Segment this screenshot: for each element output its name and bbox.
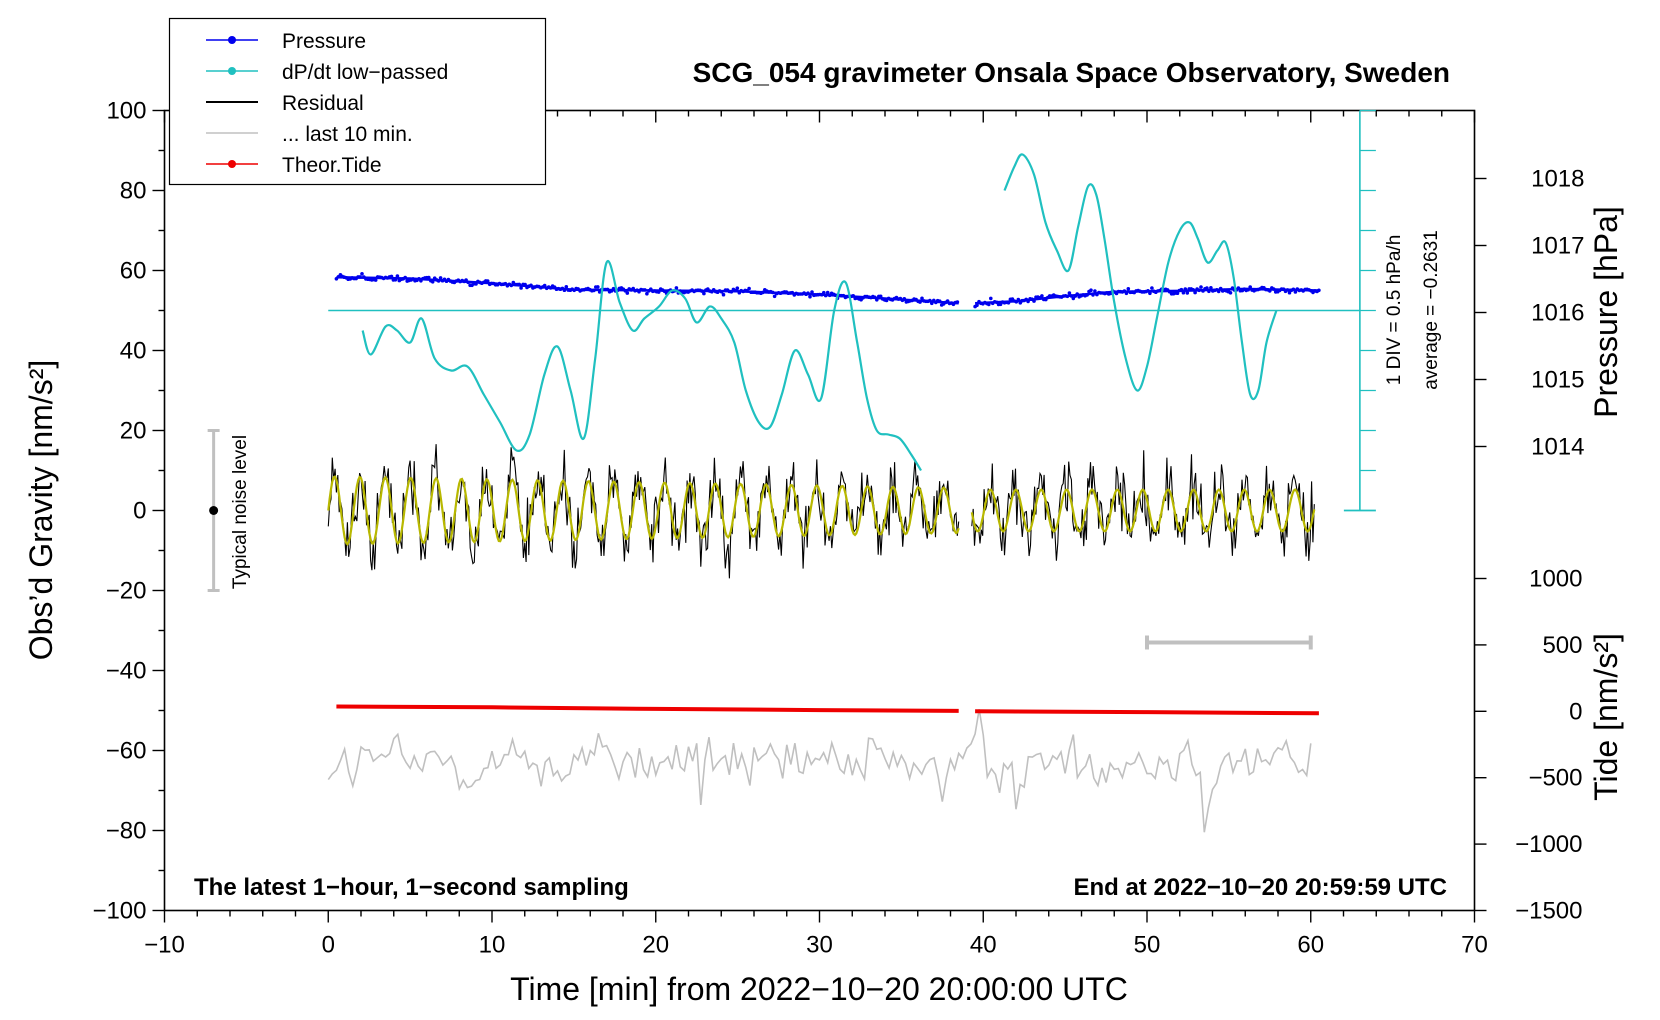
x-tick-label: 10 (479, 932, 506, 959)
series-residual-lowpass (970, 488, 1316, 533)
pressure-point (825, 290, 830, 295)
pressure-tick-label: 1016 (1531, 300, 1584, 327)
x-tick-label: 20 (642, 932, 669, 959)
pressure-point (625, 291, 630, 295)
pressure-point (989, 296, 993, 301)
note-sampling: The latest 1−hour, 1−second sampling (194, 874, 629, 901)
note-end-time: End at 2022−10−20 20:59:59 UTC (1073, 874, 1447, 901)
pressure-point (920, 296, 924, 301)
pressure-point (702, 291, 706, 296)
pressure-point (808, 294, 812, 299)
pressure-point (519, 286, 523, 290)
pressure-point (1287, 290, 1292, 295)
pressure-point (1150, 286, 1154, 290)
legend-label-dpdt: dP/dt low−passed (282, 61, 448, 84)
pressure-point (810, 290, 814, 294)
pressure-point (1228, 291, 1233, 295)
noise-bar-center (209, 506, 219, 515)
pressure-point (1126, 287, 1131, 291)
y-tick-label: −40 (106, 658, 147, 685)
series-pressure (973, 285, 1321, 309)
legend-label-pressure: Pressure (282, 30, 366, 53)
y-tick-label: 0 (133, 498, 146, 525)
pressure-point (747, 286, 751, 291)
pressure-point (735, 286, 740, 291)
pressure-point (772, 294, 777, 299)
legend-marker (228, 67, 236, 75)
noise-level-label: Typical noise level (230, 435, 251, 589)
pressure-point (1089, 288, 1093, 293)
x-axis-ticks: −10 0 10 20 30 40 50 60 70 (144, 110, 1488, 959)
y-tick-label: −80 (106, 818, 147, 845)
series-theor-tide (975, 709, 1319, 716)
y-axis-title-left: Obs’d Gravity [nm/s²] (23, 360, 59, 661)
pressure-point (1093, 289, 1097, 293)
series-layer (327, 153, 1321, 833)
x-tick-label: 70 (1461, 932, 1488, 959)
series-theor-tide (336, 704, 959, 713)
tide-tick-label: 500 (1542, 632, 1582, 659)
y-tick-label: −60 (106, 738, 147, 765)
x-tick-label: 40 (970, 932, 997, 959)
y-tick-label: −20 (106, 578, 147, 605)
noise-bar (207, 429, 220, 592)
pressure-line (336, 276, 959, 305)
pressure-point (360, 272, 364, 276)
dpdt-average-label: average = −0.2631 (1421, 230, 1442, 390)
tide-tick-label: −500 (1528, 765, 1582, 792)
series-last-10-min (327, 709, 1312, 833)
pressure-point (674, 286, 679, 290)
pressure-point (438, 276, 443, 280)
pressure-point (721, 292, 726, 297)
pressure-tick-label: 1014 (1531, 434, 1584, 461)
series-dpdt (361, 259, 922, 472)
y-tick-label: 100 (106, 98, 146, 125)
x-axis-title: Time [min] from 2022−10−20 20:00:00 UTC (510, 971, 1128, 1007)
pressure-point (1199, 285, 1203, 289)
legend-marker (228, 36, 236, 44)
chart-title: SCG_054 gravimeter Onsala Space Observat… (693, 57, 1450, 88)
pressure-tick-label: 1017 (1531, 233, 1584, 260)
series-residual-lowpass (327, 475, 960, 547)
x-tick-label: 50 (1134, 932, 1161, 959)
pressure-point (395, 274, 400, 278)
y-tick-label: 80 (120, 178, 147, 205)
pressure-point (1040, 294, 1044, 298)
y-axis-title-pressure: Pressure [hPa] (1588, 206, 1624, 418)
y-tick-label: 40 (120, 338, 147, 365)
y-tick-label: 60 (120, 258, 147, 285)
legend-marker (228, 160, 236, 168)
series-dpdt (1003, 153, 1278, 401)
pressure-line (975, 287, 1319, 305)
tide-tick-label: 0 (1569, 698, 1582, 725)
tide-tick-label: −1500 (1515, 898, 1582, 925)
x-tick-label: −10 (144, 932, 185, 959)
pressure-point (1175, 291, 1180, 296)
x-tick-label: 60 (1297, 932, 1324, 959)
y-axis-title-tide: Tide [nm/s²] (1588, 633, 1624, 801)
y-tick-label: −100 (92, 898, 146, 925)
pressure-point (564, 285, 569, 289)
right-axis-ticks: 1018 1017 1016 1015 1014 1000 500 0 −500 −1000 −15… (1474, 166, 1585, 925)
legend-label-residual: Residual (282, 92, 364, 115)
y-axis-ticks: 100 80 60 40 20 0 −20 −40 −60 −80 −100 (92, 98, 165, 925)
tide-tick-label: 1000 (1529, 566, 1582, 593)
x-tick-label: 30 (806, 932, 833, 959)
pressure-point (1067, 291, 1072, 295)
dpdt-scale-label: 1 DIV = 0.5 hPa/h (1384, 235, 1405, 386)
pressure-point (645, 291, 649, 296)
pressure-point (1185, 291, 1190, 295)
pressure-tick-label: 1015 (1531, 367, 1584, 394)
pressure-point (596, 285, 600, 289)
dpdt-scale (328, 109, 1376, 512)
x-tick-label: 0 (322, 932, 335, 959)
series-pressure (334, 272, 960, 307)
y-tick-label: 20 (120, 418, 147, 445)
legend-label-last10: ... last 10 min. (282, 123, 413, 146)
pressure-tick-label: 1018 (1531, 166, 1584, 193)
legend: Pressure dP/dt low−passed Residual ... l… (168, 17, 547, 186)
tide-tick-label: −1000 (1515, 831, 1582, 858)
legend-label-tide: Theor.Tide (282, 154, 382, 177)
